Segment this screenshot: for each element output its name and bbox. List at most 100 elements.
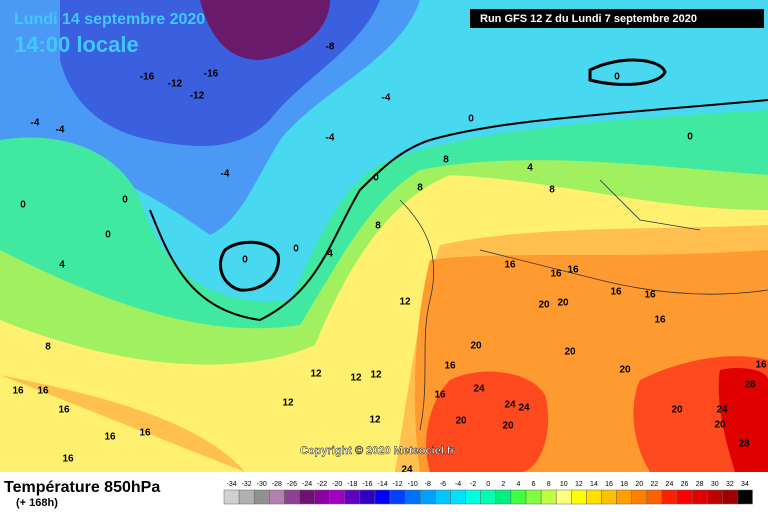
legend-swatch bbox=[480, 489, 497, 505]
contour-label: -4 bbox=[31, 118, 40, 129]
contour-label: 12 bbox=[370, 370, 382, 381]
contour-label: 0 bbox=[468, 114, 474, 125]
contour-zero bbox=[149, 99, 768, 322]
legend-tick-label: 34 bbox=[741, 481, 749, 488]
contour-label: 0 bbox=[687, 132, 693, 143]
contour-label: 28 bbox=[744, 380, 756, 391]
coastline bbox=[399, 179, 768, 431]
contour-label: 16 bbox=[37, 386, 49, 397]
variable-title: Température 850hPa bbox=[4, 479, 160, 496]
copyright: Copyright © 2020 Meteociel.fr bbox=[300, 445, 456, 457]
contour-label: -4 bbox=[56, 125, 65, 136]
legend-tick-label: -24 bbox=[302, 481, 312, 488]
contour-label: 0 bbox=[122, 195, 128, 206]
contour-label: 8 bbox=[375, 221, 381, 232]
contour-label: 0 bbox=[242, 255, 248, 266]
legend-tick-label: 22 bbox=[650, 481, 658, 488]
legend-tick-label: 0 bbox=[486, 481, 490, 488]
contour-label: 20 bbox=[538, 300, 550, 311]
legend-tick-label: -28 bbox=[272, 481, 282, 488]
map-date: Lundi 14 septembre 2020 bbox=[14, 11, 205, 28]
color-legend: -34 -32 -30 -28 -26 -24 -22 -20 -18 -16 -14 -12 -10-… bbox=[223, 481, 753, 505]
contour-label: 20 bbox=[502, 421, 514, 432]
legend-swatch bbox=[465, 489, 481, 505]
contour-label: 20 bbox=[557, 298, 569, 309]
legend-swatch bbox=[404, 489, 421, 505]
contour-label: 16 bbox=[58, 405, 70, 416]
legend-swatch bbox=[737, 489, 753, 505]
contour-label: 24 bbox=[716, 405, 728, 416]
legend-tick-label: -18 bbox=[347, 481, 357, 488]
legend-swatch bbox=[314, 489, 330, 505]
legend-tick-label: 16 bbox=[605, 481, 613, 488]
legend-swatch bbox=[601, 489, 617, 505]
contour-label: -4 bbox=[382, 93, 391, 104]
contour-label: 16 bbox=[444, 361, 456, 372]
contour-labels: -8 -16 -12 -16 -12 -4 0 -4 -4 -4 -4 0 0 0 0 0 0 0 0 4 8 4 8 8 8 4… bbox=[12, 42, 767, 476]
contour-label: 12 bbox=[369, 415, 381, 426]
legend-swatch bbox=[299, 489, 315, 505]
contour-label: 24 bbox=[473, 384, 485, 395]
contour-label: 16 bbox=[610, 287, 622, 298]
contour-zero bbox=[219, 240, 280, 292]
contour-label: 20 bbox=[564, 347, 576, 358]
legend-tick-label: 6 bbox=[532, 481, 536, 488]
legend-tick-label: 32 bbox=[726, 481, 734, 488]
legend-swatch bbox=[495, 489, 512, 505]
contour-label: 16 bbox=[567, 265, 579, 276]
contour-label: 20 bbox=[470, 341, 482, 352]
legend-tick-label: 26 bbox=[681, 481, 689, 488]
legend-tick-label: 28 bbox=[696, 481, 704, 488]
contour-label: 20 bbox=[619, 365, 631, 376]
contour-label: 12 bbox=[399, 297, 411, 308]
legend-swatch bbox=[374, 489, 391, 505]
legend-swatch bbox=[284, 489, 300, 505]
legend-swatch bbox=[329, 489, 346, 505]
legend-swatch bbox=[555, 489, 572, 505]
contour-label: -4 bbox=[326, 133, 335, 144]
legend-swatch bbox=[253, 489, 270, 505]
contour-label: -12 bbox=[168, 79, 183, 90]
legend-swatch bbox=[722, 489, 738, 505]
contour-label: 12 bbox=[310, 369, 322, 380]
legend-swatch bbox=[420, 489, 436, 505]
legend-tick-label: -14 bbox=[377, 481, 387, 488]
legend-tick-label: -4 bbox=[455, 481, 461, 488]
legend-swatch bbox=[586, 489, 602, 505]
contour-label: 0 bbox=[373, 173, 379, 184]
contour-label: 16 bbox=[434, 390, 446, 401]
contour-label: 4 bbox=[327, 249, 333, 260]
legend-tick-label: 12 bbox=[575, 481, 583, 488]
legend-swatch bbox=[525, 489, 542, 505]
run-box bbox=[470, 9, 764, 28]
contour-label: 28 bbox=[738, 439, 750, 450]
contour-label: 0 bbox=[293, 244, 299, 255]
contour-label: 24 bbox=[401, 465, 413, 476]
legend-tick-label: -12 bbox=[393, 481, 403, 488]
legend-tick-label: -10 bbox=[408, 481, 418, 488]
legend-tick-label: -22 bbox=[317, 481, 327, 488]
contour-label: 16 bbox=[755, 360, 767, 371]
legend-swatch bbox=[631, 489, 648, 505]
legend-tick-label: 24 bbox=[666, 481, 674, 488]
legend-swatch bbox=[359, 489, 376, 505]
contour-label: 24 bbox=[504, 400, 516, 411]
legend-tick-label: 4 bbox=[516, 481, 520, 488]
contour-label: 12 bbox=[282, 398, 294, 409]
lead-time: (+ 168h) bbox=[16, 497, 58, 509]
legend-swatch bbox=[223, 489, 240, 505]
legend-tick-label: 2 bbox=[501, 481, 505, 488]
legend-swatch bbox=[661, 489, 678, 505]
contour-label: 16 bbox=[644, 290, 656, 301]
legend-swatch bbox=[616, 489, 632, 505]
cold-core bbox=[200, 0, 330, 60]
legend-swatch bbox=[344, 489, 361, 505]
contour-label: 4 bbox=[59, 260, 65, 271]
legend-tick-label: -2 bbox=[470, 481, 476, 488]
legend-tick-label: -26 bbox=[287, 481, 297, 488]
legend-tick-label: 20 bbox=[635, 481, 643, 488]
contour-label: 0 bbox=[105, 230, 111, 241]
legend-swatch bbox=[389, 489, 406, 505]
contour-label: 0 bbox=[20, 200, 26, 211]
